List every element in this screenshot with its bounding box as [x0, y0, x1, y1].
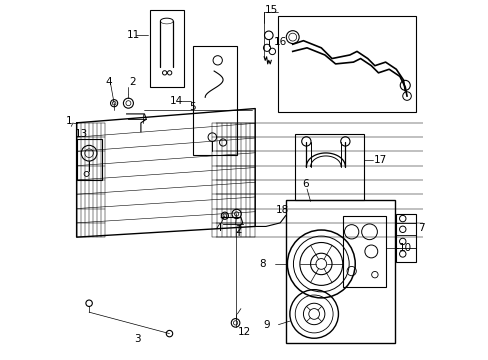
Text: 18: 18 [275, 205, 288, 215]
Text: 2: 2 [129, 77, 136, 87]
Bar [278, 16, 415, 112]
Text: 12: 12 [238, 327, 251, 337]
Text: 6: 6 [302, 179, 309, 189]
Text: 11: 11 [126, 30, 140, 40]
Text: 16: 16 [273, 37, 286, 48]
Bar [395, 214, 415, 262]
Text: 2: 2 [235, 225, 242, 235]
Text: 4: 4 [105, 77, 112, 87]
Text: 10: 10 [398, 243, 411, 253]
Text: 17: 17 [373, 155, 386, 165]
Bar [192, 46, 237, 155]
Text: 3: 3 [134, 334, 140, 344]
Bar [149, 10, 183, 87]
Text: 7: 7 [417, 223, 424, 233]
Text: 14: 14 [170, 96, 183, 107]
Text: 13: 13 [75, 129, 88, 139]
Text: 1: 1 [65, 116, 72, 126]
Bar [294, 134, 364, 200]
Bar [285, 200, 394, 342]
Bar [77, 139, 102, 180]
Text: 9: 9 [263, 320, 269, 330]
Bar [342, 216, 385, 287]
Text: 4: 4 [215, 223, 222, 233]
Text: 8: 8 [259, 259, 265, 269]
Text: 5: 5 [189, 102, 195, 112]
Text: 15: 15 [264, 5, 278, 15]
